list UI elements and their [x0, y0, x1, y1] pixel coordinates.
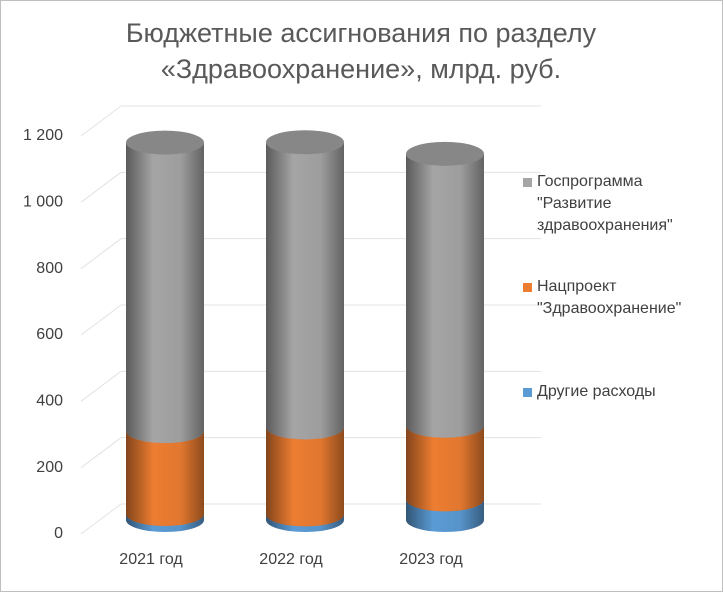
grid-line: [80, 503, 122, 535]
y-tick-label: 1 000: [23, 194, 63, 211]
segment: [406, 425, 484, 500]
legend-swatch: [523, 283, 532, 292]
grid-line: [80, 370, 122, 402]
legend-swatch: [523, 178, 532, 187]
chart-title: Бюджетные ассигнования по разделу «Здрав…: [125, 18, 597, 84]
segment-top: [126, 130, 204, 155]
x-tick-label: 2023 год: [399, 551, 463, 568]
segment: [126, 431, 204, 515]
grid-line: [80, 171, 122, 203]
legend-swatch: [523, 388, 532, 397]
legend-label: Другие расходы: [537, 383, 656, 400]
segment: [266, 427, 344, 515]
legend-entry: Нацпроект "Здравоохранение": [523, 276, 717, 320]
grid-line: [80, 238, 122, 270]
y-tick-label: 600: [36, 326, 63, 343]
grid-line: [80, 105, 122, 137]
grid-line: [80, 437, 122, 469]
segment: [266, 142, 344, 428]
y-tick-label: 1 200: [23, 127, 63, 144]
y-tick-label: 800: [36, 260, 63, 277]
legend-entry: Госпрограмма "Развитие здравоохранения": [523, 171, 717, 237]
legend-entry: Другие расходы: [523, 381, 717, 403]
y-tick-label: 400: [36, 393, 63, 410]
segment-top: [406, 141, 484, 166]
grid-line: [80, 304, 122, 336]
segment-top: [266, 130, 344, 155]
x-tick-label: 2022 год: [259, 551, 323, 568]
segment: [126, 142, 204, 432]
segment: [406, 153, 484, 426]
legend-label: Нацпроект "Здравоохранение": [537, 278, 682, 317]
legend-label: Госпрограмма "Развитие здравоохранения": [537, 173, 673, 234]
y-tick-label: 200: [36, 459, 63, 476]
x-tick-label: 2021 год: [119, 551, 183, 568]
y-tick-label: 0: [54, 525, 63, 542]
